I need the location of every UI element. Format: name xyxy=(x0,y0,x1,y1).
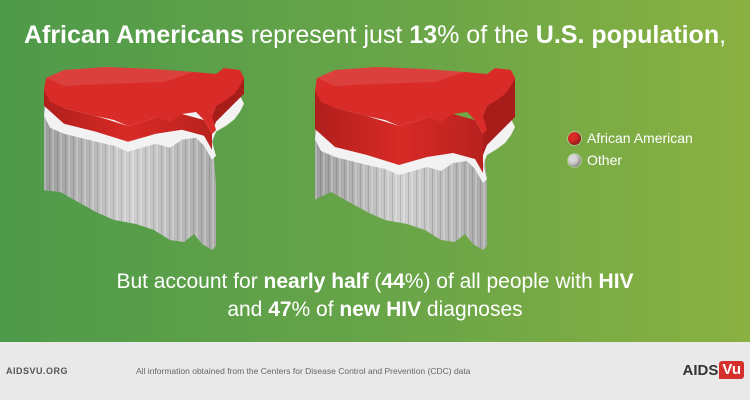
sub-emphasis: nearly half xyxy=(263,270,369,293)
sub-text: %) of all people with xyxy=(404,270,599,293)
sub-text: % of xyxy=(291,298,340,321)
sub-percent: 44 xyxy=(381,270,405,293)
sub-text: diagnoses xyxy=(421,298,523,321)
african-american-layer-side xyxy=(44,90,212,150)
headline-text: % of the xyxy=(437,21,536,49)
headline-emphasis: U.S. population xyxy=(535,21,720,49)
source-note: All information obtained from the Center… xyxy=(136,366,471,376)
map-2011-population xyxy=(44,67,244,250)
map-hiv-diagnoses xyxy=(315,67,515,250)
african-american-layer-side xyxy=(315,90,483,173)
us-maps-chart xyxy=(44,67,515,250)
aidsvu-logo[interactable]: AIDS Vu xyxy=(683,361,744,379)
red-dot-icon xyxy=(568,131,581,145)
african-american-layer-highlight xyxy=(46,67,194,86)
legend-label: African American xyxy=(587,130,693,146)
african-american-layer-flank xyxy=(483,78,515,155)
sub-emphasis: new HIV xyxy=(339,298,422,321)
sub-text: and xyxy=(227,298,269,321)
legend-label: Other xyxy=(587,152,623,168)
logo-badge: Vu xyxy=(719,361,744,379)
sub-text: But account for xyxy=(116,270,264,293)
footer: AIDSVU.ORG All information obtained from… xyxy=(0,342,750,400)
legend: African American Other xyxy=(568,127,693,171)
legend-item-african-american: African American xyxy=(568,127,693,149)
headline-text: , xyxy=(719,21,727,49)
african-american-layer-top xyxy=(315,67,515,134)
headline: African Americans represent just 13% of … xyxy=(0,20,750,50)
sub-percent: 47 xyxy=(268,298,292,321)
african-american-layer-flank xyxy=(212,78,244,132)
grey-dot-icon xyxy=(568,153,581,167)
sub-text: ( xyxy=(368,270,382,293)
logo-text: AIDS xyxy=(682,361,719,379)
site-url[interactable]: AIDSVU.ORG xyxy=(6,366,69,376)
headline-text: represent just xyxy=(243,21,410,49)
african-american-layer-top xyxy=(44,67,244,134)
legend-item-other: Other xyxy=(568,149,693,171)
headline-emphasis: African Americans xyxy=(23,21,244,49)
sub-emphasis: HIV xyxy=(598,270,634,293)
african-american-layer-highlight xyxy=(317,67,465,86)
headline-percent: 13 xyxy=(409,21,438,49)
subheadline: But account for nearly half (44%) of all… xyxy=(0,268,750,324)
